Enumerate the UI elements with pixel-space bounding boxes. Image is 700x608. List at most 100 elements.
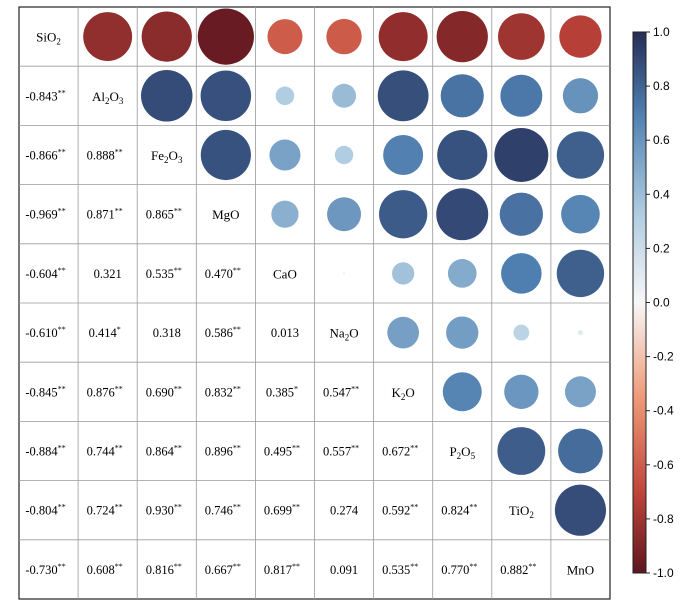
correlation-circle <box>327 197 362 232</box>
correlation-circle <box>499 192 543 236</box>
correlation-circle <box>377 70 429 122</box>
correlation-value: 0.865** <box>146 207 182 222</box>
correlation-circle <box>383 134 424 176</box>
correlation-value: -0.843** <box>25 88 65 103</box>
correlation-value: 0.274 <box>330 504 359 518</box>
correlation-value: 0.690** <box>146 384 182 399</box>
correlation-circle <box>332 83 357 108</box>
variable-label-mno: MnO <box>567 562 594 577</box>
correlation-circle <box>561 194 600 234</box>
correlation-circle <box>436 188 489 241</box>
variable-label-fe2o3: Fe2O3 <box>151 148 183 165</box>
variable-label-cao: CaO <box>273 266 297 281</box>
colorbar-tick-label: 0.2 <box>653 241 670 255</box>
correlation-value: 0.608** <box>87 562 123 577</box>
correlation-value: 0.864** <box>146 444 182 459</box>
correlation-circle <box>501 253 542 294</box>
variable-label-sio2: SiO2 <box>36 30 61 47</box>
correlation-value: 0.744** <box>87 444 123 459</box>
correlation-circle <box>556 131 605 179</box>
correlation-value: 0.824** <box>441 503 477 518</box>
correlation-circle <box>271 200 299 228</box>
correlation-value: 0.817** <box>264 562 300 577</box>
correlation-circle <box>513 324 530 341</box>
correlation-value: -0.866** <box>25 148 65 163</box>
correlation-value: 0.013 <box>271 326 299 340</box>
correlation-circle <box>140 70 193 122</box>
correlation-circle <box>326 18 362 55</box>
colorbar-tick-label: 0.8 <box>653 79 670 93</box>
correlation-circle <box>391 262 415 285</box>
colorbar-tick-label: -0.6 <box>653 458 674 472</box>
correlation-circle <box>436 10 488 63</box>
correlation-value: 0.667** <box>205 562 241 577</box>
correlation-circle <box>378 12 428 62</box>
correlation-value: 0.592** <box>382 503 418 518</box>
variable-label-k2o: K2O <box>392 385 415 402</box>
correlation-value: 0.832** <box>205 384 241 399</box>
variable-label-al2o3: Al2O3 <box>92 89 124 106</box>
colorbar-tick-label: 0.6 <box>653 133 670 147</box>
correlation-circle <box>200 129 251 181</box>
correlation-value: 0.321 <box>94 267 122 281</box>
correlation-circle <box>269 139 301 171</box>
correlation-circle <box>197 8 254 65</box>
correlation-circle <box>559 15 602 58</box>
correlation-value: 0.882** <box>500 562 536 577</box>
correlation-value: 0.557** <box>323 444 359 459</box>
correlation-value: -0.730** <box>25 562 65 577</box>
correlation-value: 0.495** <box>264 444 300 459</box>
correlation-value: 0.876** <box>87 384 123 399</box>
variable-label-p2o5: P2O5 <box>449 444 475 461</box>
correlation-value: 0.746** <box>205 503 241 518</box>
correlation-value: 0.699** <box>264 503 300 518</box>
correlation-circle <box>342 271 346 275</box>
colorbar-tick-label: -0.2 <box>653 350 674 364</box>
correlation-value: 0.724** <box>87 503 123 518</box>
correlation-circle <box>83 12 133 62</box>
colorbar-tick-label: -1.0 <box>653 566 674 580</box>
correlation-circle <box>437 129 488 181</box>
correlation-value: -0.884** <box>25 444 65 459</box>
correlation-value: 0.535** <box>382 562 418 577</box>
correlation-circle <box>497 427 546 475</box>
correlation-circle <box>334 145 354 165</box>
correlation-value: 0.672** <box>382 444 418 459</box>
correlation-value: 0.816** <box>146 562 182 577</box>
correlation-circle <box>446 316 479 349</box>
correlation-circle <box>498 13 545 60</box>
correlation-value: 0.930** <box>146 503 182 518</box>
correlation-circle <box>494 128 549 182</box>
correlation-circle <box>562 78 599 114</box>
correlation-value: 0.896** <box>205 444 241 459</box>
correlation-value: -0.969** <box>25 207 65 222</box>
correlation-circle <box>556 249 605 298</box>
correlation-value: 0.535** <box>146 266 182 281</box>
correlation-value: 0.318 <box>153 326 181 340</box>
variable-label-tio2: TiO2 <box>509 503 534 520</box>
correlation-circle <box>447 259 477 288</box>
correlation-circle <box>442 372 482 412</box>
correlation-circle <box>141 11 192 62</box>
colorbar-tick-label: -0.4 <box>653 404 674 418</box>
correlation-circle <box>267 19 303 55</box>
correlation-value: -0.845** <box>25 384 65 399</box>
correlation-circle <box>500 74 543 117</box>
correlation-circle <box>558 428 603 474</box>
correlation-value: 0.871** <box>87 207 123 222</box>
colorbar <box>632 31 647 574</box>
correlation-value: 0.385* <box>266 384 298 399</box>
correlation-circle <box>504 374 539 409</box>
colorbar-tick-label: 1.0 <box>653 25 670 39</box>
correlation-value: -0.604** <box>25 266 65 281</box>
correlation-value: 0.470** <box>205 266 241 281</box>
correlation-circle <box>200 70 252 122</box>
correlation-circle <box>275 86 295 106</box>
variable-label-na2o: Na2O <box>330 326 359 343</box>
correlation-value: -0.610** <box>25 325 65 340</box>
correlation-circle <box>387 316 420 349</box>
colorbar-tick-label: 0.4 <box>653 187 670 201</box>
colorbar-tick-label: -0.8 <box>653 512 674 526</box>
variable-label-mgo: MgO <box>212 207 239 222</box>
correlation-value: 0.091 <box>330 563 358 577</box>
